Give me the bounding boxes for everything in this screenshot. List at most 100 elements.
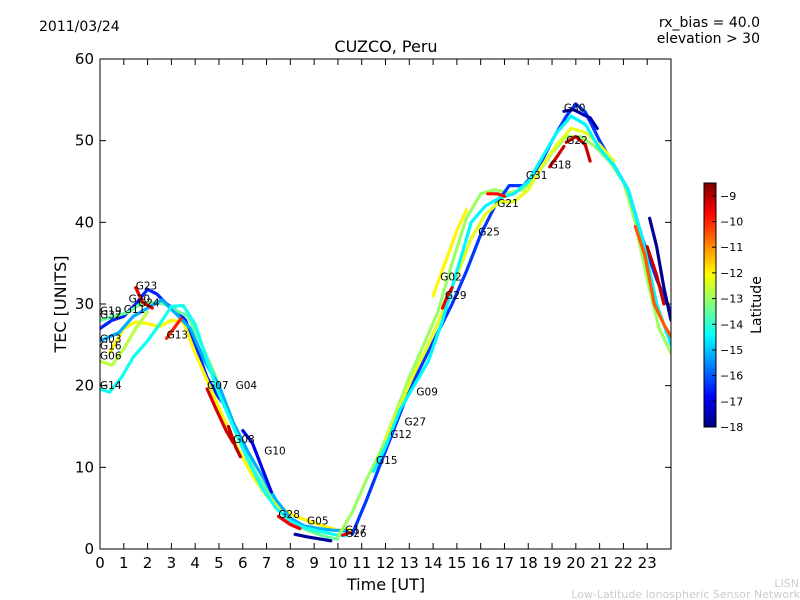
series-line-G07-red: [205, 387, 235, 445]
y-tick-label: 40: [75, 213, 94, 231]
footer-org-long: Low-Latitude Ionospheric Sensor Network: [571, 588, 800, 600]
series-line-early-D: [100, 298, 349, 533]
series-line-rise-D: [372, 114, 671, 473]
satellite-label-G11: G11: [124, 304, 146, 316]
x-tick-label: 8: [286, 554, 296, 572]
y-tick-label: 10: [75, 458, 94, 476]
x-tick-label: 11: [352, 554, 371, 572]
series-line-G18-red: [548, 144, 566, 169]
x-tick-label: 20: [566, 554, 585, 572]
x-axis: 0 1 2 3 4 5 6 7 8 9 10 11 12 13 14 15 16 17 18 19 20 21 22 23: [95, 59, 657, 572]
satellite-label-G13: G13: [167, 329, 189, 341]
satellite-label-G31: G31: [526, 170, 548, 182]
satellite-label-G25: G25: [478, 226, 500, 238]
x-tick-label: 15: [447, 554, 466, 572]
y-axis: 0 10 20 30 40 50 60: [75, 50, 671, 558]
satellite-label-G23: G23: [136, 280, 158, 292]
y-tick-label: 60: [75, 50, 94, 68]
satellite-label-G04: G04: [236, 380, 258, 392]
colorbar-tick-label: −13: [720, 293, 743, 306]
colorbar-ticks: −9 −10 −11 −12 −13 −14 −15 −16 −17 −18: [712, 190, 743, 434]
x-tick-label: 10: [328, 554, 347, 572]
satellite-label-G10: G10: [264, 445, 286, 457]
satellite-label-G16: G16: [100, 341, 122, 353]
satellite-label-G24: G24: [138, 297, 160, 309]
series-line-G22-red: [564, 135, 592, 163]
satellite-label-G08: G08: [233, 434, 255, 446]
series-line-late-red2: [645, 245, 666, 306]
series-line-G30-blue: [562, 108, 599, 130]
series-line-early-C: [107, 318, 352, 532]
satellite-label-G15: G15: [376, 455, 398, 467]
x-tick-label: 4: [190, 554, 200, 572]
x-tick-label: 2: [143, 554, 153, 572]
x-tick-label: 5: [214, 554, 224, 572]
x-tick-label: 21: [590, 554, 609, 572]
x-tick-label: 23: [638, 554, 657, 572]
x-tick-label: 13: [400, 554, 419, 572]
elevation-label: elevation > 30: [657, 31, 760, 47]
satellite-label-G06: G06: [100, 351, 122, 363]
satellite-label-G19: G19: [100, 306, 122, 318]
satellite-label-G14: G14: [100, 380, 122, 392]
satellite-label-G32: G32: [100, 310, 122, 322]
colorbar-tick-label: −14: [720, 318, 743, 331]
series-line-G02-yellow: [431, 208, 468, 298]
colorbar-tick-label: −10: [720, 216, 743, 229]
colorbar-tick-label: −17: [720, 395, 743, 408]
colorbar-tick-label: −9: [720, 190, 736, 203]
series-line-G26-red: [341, 531, 352, 537]
series-line-G10-blue: [241, 429, 273, 494]
y-tick-label: 20: [75, 377, 94, 395]
satellite-label-G29: G29: [445, 290, 467, 302]
series-line-G29-red: [441, 286, 454, 310]
series-line-G13-red: [165, 317, 183, 340]
y-axis-label: TEC [UNITS]: [51, 256, 70, 354]
satellite-label-G21: G21: [497, 198, 519, 210]
x-tick-label: 18: [519, 554, 538, 572]
satellite-label-G18: G18: [550, 159, 572, 171]
x-tick-label: 14: [424, 554, 443, 572]
colorbar-tick-label: −15: [720, 344, 743, 357]
satellite-label-G26: G26: [345, 528, 367, 540]
y-tick-label: 30: [75, 295, 94, 313]
satellite-label-G20: G20: [129, 293, 151, 305]
x-tick-label: 16: [471, 554, 490, 572]
x-tick-label: 1: [119, 554, 129, 572]
satellite-label-G07: G07: [207, 380, 229, 392]
colorbar-tick-label: −11: [720, 241, 743, 254]
satellite-label-G17: G17: [345, 525, 367, 537]
x-tick-label: 9: [309, 554, 319, 572]
satellite-label-G22: G22: [566, 135, 588, 147]
chart-title: CUZCO, Peru: [334, 37, 437, 56]
colorbar-label: Latitude: [749, 276, 765, 334]
x-tick-label: 7: [262, 554, 272, 572]
series-line-G23-red: [134, 286, 154, 310]
satellite-label-G02: G02: [440, 271, 462, 283]
series-line-G28-red: [276, 514, 302, 531]
colorbar: [703, 182, 717, 428]
x-tick-label: 17: [495, 554, 514, 572]
date-label: 2011/03/24: [39, 19, 120, 35]
series-line-G08-red: [226, 424, 242, 459]
satellite-label-G03: G03: [100, 333, 122, 345]
x-tick-label: 3: [167, 554, 177, 572]
footer-org-short: LISN: [774, 577, 799, 590]
x-tick-label: 19: [542, 554, 561, 572]
satellite-label-G27: G27: [405, 417, 427, 429]
series-line-late-red: [633, 224, 671, 339]
y-tick-label: 50: [75, 132, 94, 150]
satellite-label-G09: G09: [416, 387, 438, 399]
colorbar-tick-label: −18: [720, 421, 743, 434]
series-line-G21-red: [486, 192, 507, 198]
rx-bias-label: rx_bias = 40.0: [659, 15, 760, 31]
plot-area: [100, 59, 671, 549]
satellite-label-G05: G05: [307, 516, 329, 528]
series-line-G05-navy: [293, 532, 333, 543]
x-tick-label: 12: [376, 554, 395, 572]
x-axis-label: Time [UT]: [346, 575, 425, 594]
satellite-label-G12: G12: [390, 429, 412, 441]
series-line-early-E: [100, 304, 347, 538]
